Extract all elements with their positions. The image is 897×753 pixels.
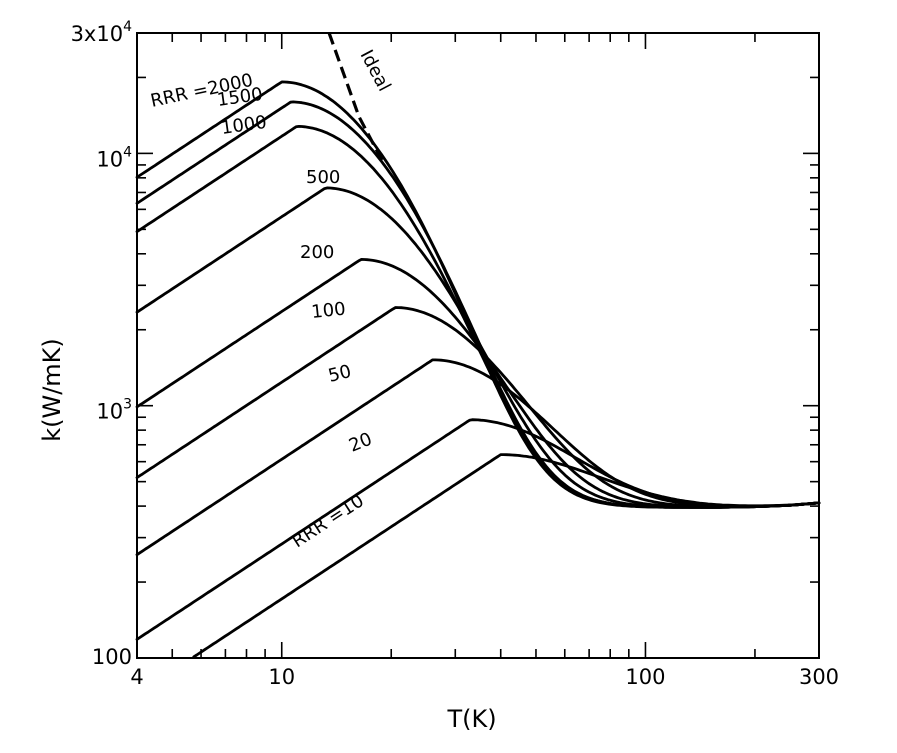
x-tick-label: 10 <box>268 665 295 689</box>
curve-label-rrr-50: 50 <box>326 361 353 387</box>
x-tick-label: 4 <box>130 665 143 689</box>
curve-rrr-2000 <box>135 80 821 509</box>
curve-rrr-20 <box>135 418 821 641</box>
curve-ideal <box>327 32 385 164</box>
y-tick-label: 103 <box>96 397 132 424</box>
y-tick-label: 100 <box>92 645 132 669</box>
curve-rrr-10 <box>192 453 821 659</box>
tick-labels: 4 10 100 300 100 103 104 3x104 <box>71 19 839 689</box>
curve-label-rrr-200: 200 <box>300 242 334 263</box>
y-tick-label: 104 <box>96 144 132 171</box>
x-tick-label: 100 <box>625 665 665 689</box>
curve-label-rrr-100: 100 <box>310 298 346 322</box>
axes <box>136 32 820 659</box>
plot-frame <box>136 32 820 659</box>
curve-label-rrr-500: 500 <box>306 167 340 188</box>
y-tick-label: 3x104 <box>71 19 133 46</box>
curve-label-rrr-10: RRR =10 <box>288 490 368 552</box>
x-tick-label: 300 <box>799 665 839 689</box>
y-axis-label: k(W/mK) <box>38 338 66 442</box>
curve-label-rrr-1000: 1000 <box>220 112 268 139</box>
tick-marks <box>136 32 820 659</box>
curves <box>135 32 821 659</box>
x-axis-label: T(K) <box>446 705 496 733</box>
curve-label-rrr-20: 20 <box>346 429 375 457</box>
curve-rrr-50 <box>135 358 821 557</box>
curve-rrr-1000 <box>135 125 821 509</box>
curve-label-ideal: Ideal <box>356 46 395 95</box>
